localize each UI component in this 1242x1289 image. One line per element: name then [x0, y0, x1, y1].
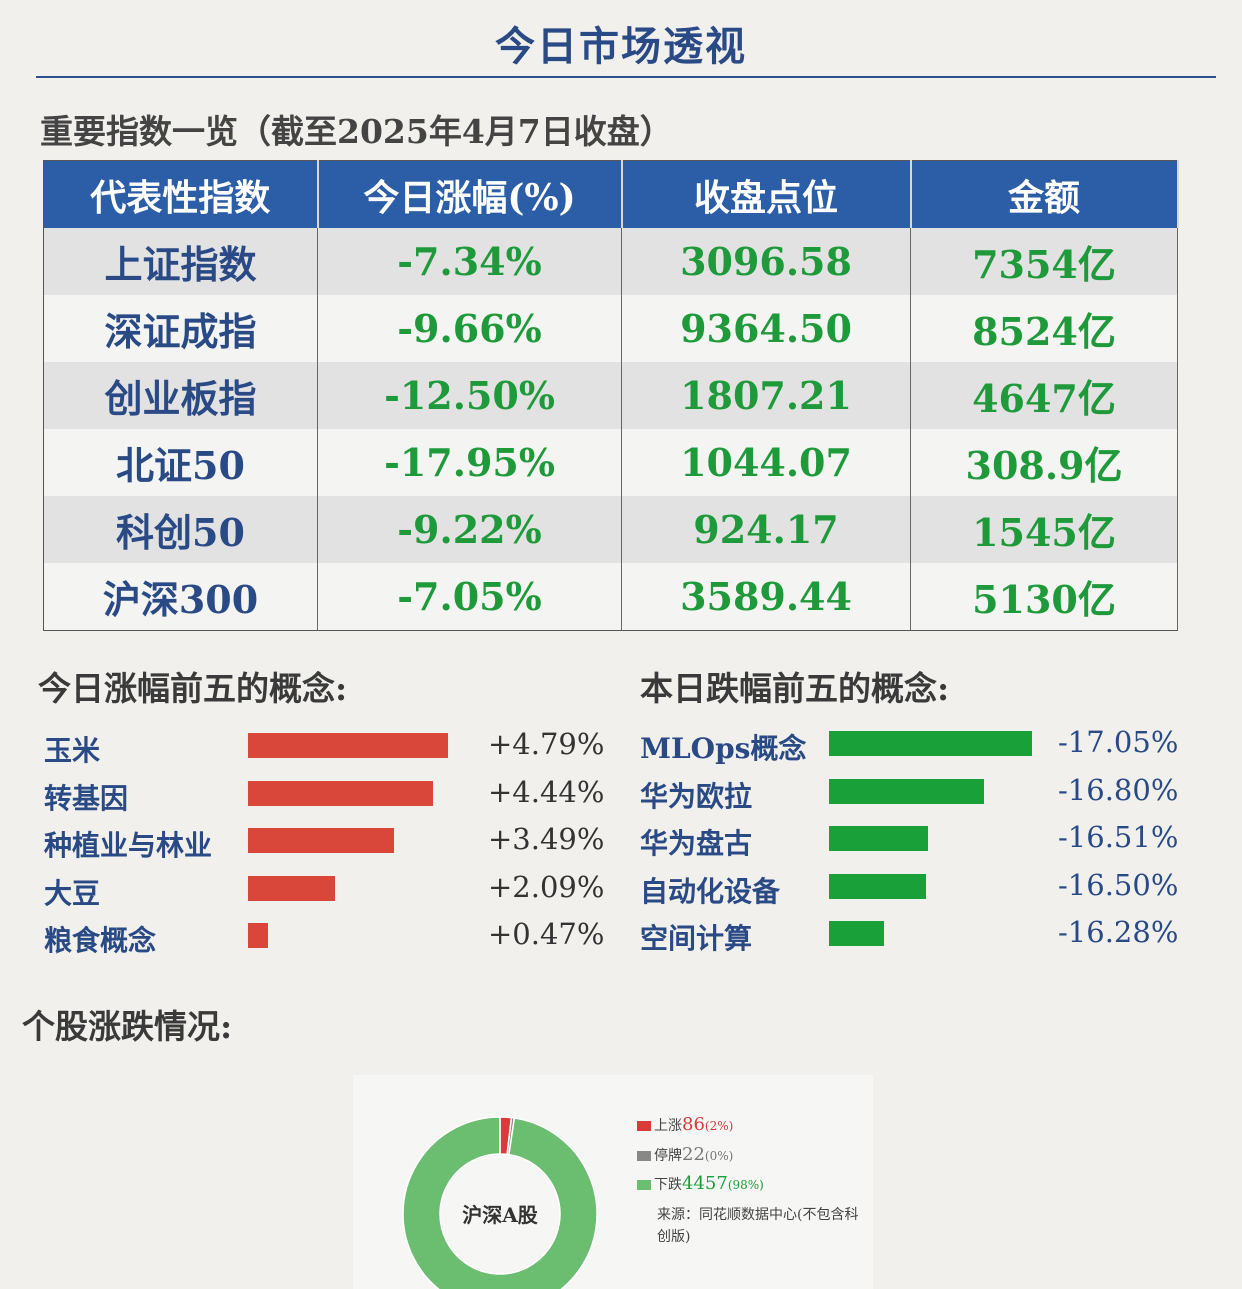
- bar-category-label: 玉米: [44, 734, 101, 767]
- index-section-title: 重要指数一览（截至2025年4月7日收盘）: [40, 112, 673, 151]
- bar: [248, 875, 336, 901]
- rise-section-title: 今日涨幅前五的概念:: [38, 669, 348, 708]
- index-close: 924.17: [621, 496, 911, 563]
- legend-count: 22: [682, 1143, 705, 1165]
- stock-donut-chart: 沪深A股: [402, 1116, 598, 1289]
- legend-percent: (98%): [727, 1178, 764, 1192]
- index-name: 创业板指: [43, 362, 318, 429]
- bar-value-label: +0.47%: [488, 917, 605, 951]
- bar: [829, 873, 927, 899]
- bar-value-label: +4.79%: [488, 727, 605, 761]
- legend-label: 停牌: [654, 1147, 682, 1164]
- index-amount: 7354亿: [910, 228, 1178, 295]
- bar-category-label: 自动化设备: [640, 874, 781, 908]
- donut-center-label: 沪深A股: [462, 1203, 538, 1227]
- bar: [248, 923, 268, 948]
- bar-value-label: -17.05%: [1058, 725, 1179, 759]
- index-change: -17.95%: [317, 429, 622, 496]
- index-change: -12.50%: [317, 362, 622, 429]
- legend-swatch: [637, 1121, 651, 1131]
- bar-category-label: 粮食概念: [44, 924, 157, 957]
- legend-item: 下跌4457(98%): [637, 1173, 764, 1194]
- bar-category-label: 转基因: [44, 781, 129, 815]
- bar: [829, 731, 1032, 756]
- index-table: 代表性指数 今日涨幅(%) 收盘点位 金额 上证指数 -7.34% 3096.5…: [43, 160, 1179, 631]
- index-name: 上证指数: [43, 228, 318, 295]
- legend-percent: (0%): [704, 1148, 734, 1163]
- index-change: -9.66%: [317, 295, 622, 362]
- bar: [248, 828, 394, 853]
- bar: [248, 733, 448, 758]
- header-close: 收盘点位: [621, 160, 912, 228]
- legend-count: 4457: [682, 1173, 728, 1194]
- bar-value-label: +4.44%: [488, 774, 605, 809]
- index-change: -7.34%: [317, 228, 622, 295]
- bar-value-label: +2.09%: [488, 869, 605, 904]
- bar-value-label: +3.49%: [488, 822, 605, 856]
- index-close: 9364.50: [621, 295, 911, 362]
- index-close: 1044.07: [621, 429, 911, 496]
- bar-value-label: -16.51%: [1058, 820, 1179, 854]
- bar: [248, 780, 434, 806]
- bar: [829, 921, 884, 946]
- index-close: 1807.21: [621, 362, 911, 429]
- donut-slice-2: [402, 1116, 598, 1289]
- bar-value-label: -16.50%: [1058, 867, 1179, 902]
- index-change: -9.22%: [317, 496, 622, 563]
- bar-category-label: MLOps概念: [640, 732, 807, 765]
- header-index: 代表性指数: [43, 160, 319, 228]
- bar-category-label: 华为盘古: [640, 827, 753, 860]
- index-name: 深证成指: [43, 295, 318, 362]
- bar-category-label: 大豆: [44, 876, 101, 910]
- index-amount: 4647亿: [910, 362, 1178, 429]
- table-row: 沪深300 -7.05% 3589.44 5130亿: [43, 563, 1178, 631]
- bar-category-label: 华为欧拉: [640, 779, 753, 813]
- bar: [829, 826, 929, 851]
- legend-item: 上涨86(2%): [637, 1114, 733, 1135]
- bar-value-label: -16.80%: [1058, 772, 1179, 807]
- index-amount: 308.9亿: [910, 429, 1178, 496]
- stock-section-title: 个股涨跌情况:: [22, 1007, 233, 1046]
- table-row: 深证成指 -9.66% 9364.50 8524亿: [43, 295, 1178, 362]
- bar: [829, 778, 984, 804]
- index-table-header: 代表性指数 今日涨幅(%) 收盘点位 金额: [43, 160, 1179, 228]
- legend-item: 停牌22(0%): [637, 1144, 733, 1165]
- title-divider: [36, 76, 1216, 78]
- table-row: 北证50 -17.95% 1044.07 308.9亿: [43, 429, 1178, 496]
- index-amount: 8524亿: [910, 295, 1178, 362]
- index-close: 3096.58: [621, 228, 911, 295]
- legend-percent: (2%): [704, 1119, 734, 1133]
- legend-swatch: [637, 1180, 651, 1190]
- page-title: 今日市场透视: [495, 23, 747, 70]
- index-change: -7.05%: [317, 563, 622, 631]
- index-close: 3589.44: [621, 563, 911, 631]
- table-row: 科创50 -9.22% 924.17 1545亿: [43, 496, 1178, 563]
- index-name: 科创50: [43, 496, 318, 563]
- header-change: 今日涨幅(%): [317, 160, 623, 228]
- bar-category-label: 种植业与林业: [44, 829, 213, 862]
- legend-label: 下跌: [654, 1177, 682, 1193]
- bar-category-label: 空间计算: [640, 922, 753, 955]
- legend-swatch: [637, 1150, 651, 1161]
- table-row: 上证指数 -7.34% 3096.58 7354亿: [43, 228, 1178, 295]
- index-amount: 1545亿: [910, 496, 1178, 563]
- bar-value-label: -16.28%: [1058, 915, 1179, 949]
- header-amount: 金额: [910, 160, 1179, 228]
- fall-section-title: 本日跌幅前五的概念:: [640, 669, 950, 708]
- index-name: 北证50: [43, 429, 318, 496]
- table-row: 创业板指 -12.50% 1807.21 4647亿: [43, 362, 1178, 429]
- legend-label: 上涨: [654, 1118, 682, 1134]
- data-source-note: 来源：同花顺数据中心(不包含科创版): [657, 1207, 859, 1245]
- index-name: 沪深300: [43, 563, 318, 631]
- index-amount: 5130亿: [910, 563, 1178, 631]
- legend-count: 86: [682, 1114, 705, 1135]
